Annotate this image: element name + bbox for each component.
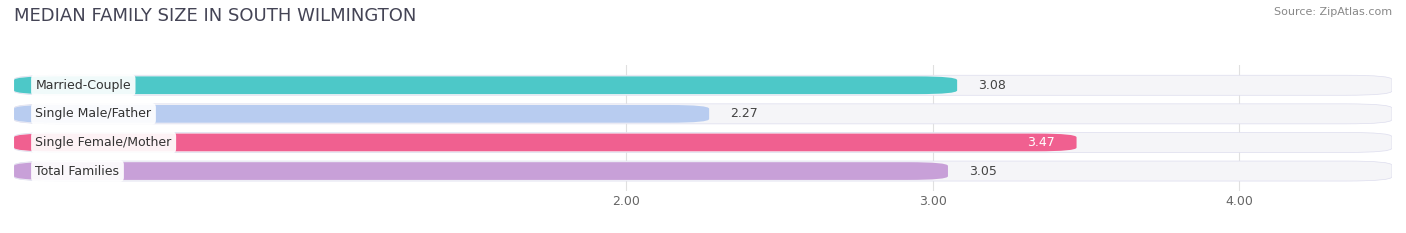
Text: Single Female/Mother: Single Female/Mother [35, 136, 172, 149]
FancyBboxPatch shape [14, 105, 709, 123]
Text: Source: ZipAtlas.com: Source: ZipAtlas.com [1274, 7, 1392, 17]
FancyBboxPatch shape [14, 75, 1392, 95]
FancyBboxPatch shape [14, 76, 957, 94]
FancyBboxPatch shape [14, 104, 1392, 124]
FancyBboxPatch shape [14, 132, 1392, 152]
FancyBboxPatch shape [14, 161, 1392, 181]
Text: 3.08: 3.08 [979, 79, 1007, 92]
FancyBboxPatch shape [14, 162, 948, 180]
Text: Total Families: Total Families [35, 164, 120, 178]
Text: MEDIAN FAMILY SIZE IN SOUTH WILMINGTON: MEDIAN FAMILY SIZE IN SOUTH WILMINGTON [14, 7, 416, 25]
Text: 3.47: 3.47 [1028, 136, 1054, 149]
Text: Single Male/Father: Single Male/Father [35, 107, 152, 120]
Text: 3.05: 3.05 [969, 164, 997, 178]
Text: 2.27: 2.27 [731, 107, 758, 120]
FancyBboxPatch shape [14, 134, 1077, 151]
Text: Married-Couple: Married-Couple [35, 79, 131, 92]
